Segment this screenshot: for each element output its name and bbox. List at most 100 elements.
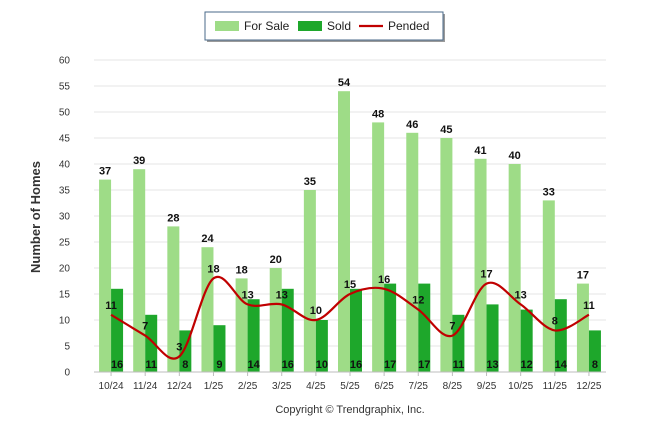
sold-bar	[145, 314, 158, 372]
x-tick-label: 3/25	[272, 381, 292, 392]
y-axis-title: Number of Homes	[28, 161, 43, 273]
for-sale-bar	[133, 169, 146, 372]
y-tick-label: 10	[59, 316, 71, 327]
sold-value-label: 16	[111, 359, 123, 371]
for-sale-bar	[269, 268, 282, 372]
pended-value-label: 8	[552, 315, 558, 327]
for-sale-bar	[372, 122, 385, 373]
for-sale-value-label: 46	[406, 119, 418, 131]
data-labels: 3716391128824918142016351054164817461745…	[99, 77, 598, 371]
y-tick-label: 60	[59, 56, 71, 67]
sold-value-label: 12	[521, 359, 533, 371]
sold-value-label: 8	[592, 359, 598, 371]
for-sale-value-label: 33	[543, 186, 555, 198]
y-tick-label: 15	[59, 290, 71, 301]
pended-value-label: 11	[105, 300, 117, 312]
sold-bar	[588, 330, 601, 372]
for-sale-value-label: 41	[474, 145, 486, 157]
x-tick-label: 8/25	[443, 381, 463, 392]
pended-value-label: 3	[176, 341, 182, 353]
for-sale-bar	[201, 247, 214, 372]
copyright-text: Copyright © Trendgraphix, Inc.	[275, 404, 424, 416]
bars	[99, 91, 601, 373]
for-sale-value-label: 39	[133, 155, 145, 167]
sold-bar	[418, 283, 431, 372]
for-sale-value-label: 35	[304, 176, 316, 188]
sold-bar	[520, 309, 533, 372]
for-sale-bar	[440, 138, 453, 372]
for-sale-bar	[576, 283, 589, 372]
pended-value-label: 12	[412, 295, 424, 307]
pended-value-label: 13	[515, 289, 527, 301]
sold-bar	[247, 299, 260, 372]
pended-value-label: 17	[480, 269, 492, 281]
x-tick-label: 2/25	[238, 381, 258, 392]
sold-bar	[350, 288, 362, 372]
sold-value-label: 10	[316, 359, 328, 371]
legend-label: Sold	[327, 19, 351, 33]
sold-bar	[486, 304, 499, 372]
sold-value-label: 8	[182, 359, 188, 371]
x-tick-label: 1/25	[204, 381, 224, 392]
for-sale-value-label: 37	[99, 166, 111, 178]
for-sale-bar	[99, 179, 112, 372]
sold-value-label: 9	[216, 359, 222, 371]
for-sale-value-label: 45	[440, 124, 452, 136]
for-sale-value-label: 17	[577, 270, 589, 282]
x-tick-label: 11/24	[133, 381, 158, 392]
pended-value-label: 18	[207, 263, 219, 275]
sold-value-label: 14	[247, 359, 260, 371]
legend: For Sale Sold Pended	[204, 11, 445, 42]
x-tick-label: 9/25	[477, 381, 497, 392]
sold-bar	[384, 283, 397, 372]
x-tick-label: 10/25	[508, 381, 533, 392]
sold-value-label: 14	[555, 359, 568, 371]
x-tick-label: 7/25	[409, 381, 429, 392]
x-tick-label: 12/24	[167, 381, 192, 392]
pended-value-label: 11	[583, 300, 595, 312]
sold-bar	[452, 314, 465, 372]
x-tick-label: 12/25	[576, 381, 601, 392]
pended-value-label: 15	[344, 279, 356, 291]
for-sale-bar	[406, 132, 419, 372]
pended-line	[110, 275, 590, 360]
x-tick-label: 5/25	[340, 381, 360, 392]
sold-value-label: 16	[282, 359, 294, 371]
sold-value-label: 17	[384, 359, 396, 371]
legend-swatch	[215, 21, 239, 31]
axes: 0 5 10 15 20 25 30 35 40 45 50 55 60 10/24 11/24 12/24 1…	[59, 56, 606, 392]
sold-value-label: 11	[453, 359, 465, 371]
pended-value-label: 16	[378, 274, 390, 286]
sold-bar	[111, 288, 124, 372]
x-tick-label: 6/25	[374, 381, 394, 392]
for-sale-bar	[508, 164, 521, 372]
y-tick-label: 20	[59, 264, 71, 275]
pended-value-label: 10	[310, 305, 322, 317]
y-tick-label: 55	[59, 82, 71, 93]
for-sale-bar	[303, 190, 316, 372]
legend-label: For Sale	[244, 19, 290, 33]
y-tick-label: 5	[64, 342, 70, 353]
for-sale-value-label: 20	[270, 254, 282, 266]
for-sale-value-label: 24	[201, 233, 214, 245]
for-sale-bar	[542, 200, 555, 372]
legend-swatch	[298, 21, 322, 31]
y-tick-label: 45	[59, 134, 71, 145]
sold-value-label: 11	[145, 359, 157, 371]
x-tick-label: 4/25	[306, 381, 326, 392]
pended-value-label: 7	[449, 321, 455, 333]
for-sale-value-label: 40	[509, 150, 521, 162]
for-sale-value-label: 54	[338, 77, 351, 89]
for-sale-bar	[338, 91, 350, 372]
pended-value-label: 13	[276, 289, 288, 301]
y-tick-label: 35	[59, 186, 71, 197]
for-sale-value-label: 28	[167, 212, 179, 224]
sold-value-label: 16	[350, 359, 362, 371]
for-sale-bar	[474, 158, 487, 372]
sold-bar	[554, 299, 567, 372]
y-tick-label: 50	[59, 108, 71, 119]
x-tick-label: 11/25	[543, 381, 568, 392]
pended-line-layer	[110, 275, 590, 360]
